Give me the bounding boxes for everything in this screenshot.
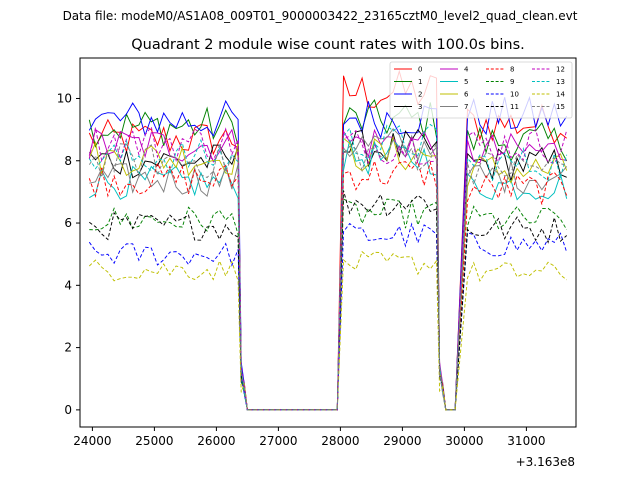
- legend-label-10: 10: [510, 91, 519, 99]
- series-line-10: [88, 222, 568, 411]
- legend-label-9: 9: [510, 78, 514, 86]
- x-tick-label: 27000: [259, 434, 297, 448]
- legend-label-5: 5: [464, 78, 468, 86]
- y-tick-label: 2: [64, 341, 72, 355]
- legend-label-13: 13: [556, 78, 565, 86]
- legend-label-1: 1: [418, 78, 422, 86]
- x-tick-label: 29000: [383, 434, 421, 448]
- x-tick-label: 25000: [135, 434, 173, 448]
- series-line-8: [88, 159, 568, 411]
- series-line-14: [88, 250, 567, 411]
- x-tick-label: 24000: [73, 434, 111, 448]
- legend-box: [389, 61, 573, 119]
- series-line-6: [88, 135, 568, 411]
- legend-label-15: 15: [556, 103, 565, 111]
- legend-label-8: 8: [510, 66, 514, 74]
- x-tick-label: 28000: [321, 434, 359, 448]
- x-tick-label: 26000: [197, 434, 235, 448]
- x-tick-label: 31000: [507, 434, 545, 448]
- axes-frame: [79, 57, 577, 428]
- legend-label-7: 7: [464, 103, 468, 111]
- legend-label-11: 11: [510, 103, 519, 111]
- series-line-11: [89, 190, 568, 411]
- legend-label-3: 3: [418, 103, 422, 111]
- figure-suptitle: Data file: modeM0/AS1A08_009T01_90000034…: [63, 9, 578, 23]
- legend-label-6: 6: [464, 91, 469, 99]
- y-tick-label: 10: [57, 91, 72, 105]
- x-tick-label: 30000: [445, 434, 483, 448]
- chart-title: Quadrant 2 module wise count rates with …: [131, 37, 525, 53]
- legend-label-2: 2: [418, 91, 422, 99]
- legend-label-14: 14: [556, 91, 565, 99]
- plot-area: [88, 69, 568, 411]
- legend-label-12: 12: [556, 66, 565, 74]
- y-tick-label: 8: [64, 154, 72, 168]
- series-line-9: [89, 198, 568, 411]
- y-tick-label: 6: [64, 216, 72, 230]
- y-tick-label: 4: [64, 278, 72, 292]
- legend-label-4: 4: [464, 66, 469, 74]
- y-axis: 0 2 4 6 8 10: [57, 91, 80, 417]
- series-line-3: [88, 128, 567, 411]
- series-line-5: [89, 139, 568, 411]
- y-tick-label: 0: [64, 403, 72, 417]
- x-axis: 24000 25000 26000 27000 28000 29000 30000 31000: [73, 427, 545, 448]
- series-line-15: [88, 138, 567, 411]
- x-offset-label: +3.163e8: [516, 455, 575, 469]
- legend-label-0: 0: [418, 66, 422, 74]
- series-line-1: [88, 98, 568, 411]
